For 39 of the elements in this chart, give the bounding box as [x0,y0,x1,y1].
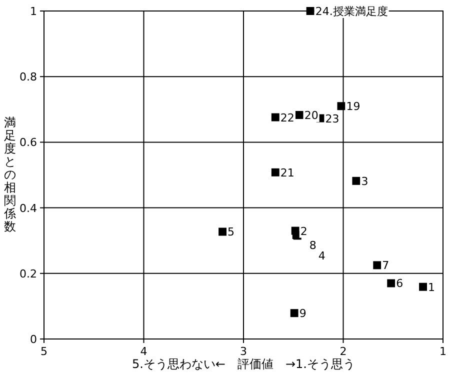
y-tick-label: 0.8 [20,70,37,84]
annotation: 23 [325,112,340,126]
x-tick-label: 4 [140,345,148,358]
point [306,7,314,15]
text: 満足度との相関係数 [4,116,16,234]
x-tick-label: 1 [440,345,446,358]
point [419,282,428,291]
point [218,228,227,236]
annotation: 6 [396,277,404,290]
point [373,261,382,270]
y-tick-label: 1 [30,5,37,18]
annotation: 20 [304,108,318,122]
annotation: 2 [300,224,308,238]
annotation: 7 [382,259,390,272]
annotation: 9 [299,307,306,320]
y-tick-label: 0.2 [20,267,37,280]
point [387,279,396,288]
y-tick-label: 0.4 [20,202,37,215]
annotation: 19 [346,100,360,114]
point [295,110,304,119]
annotation: 21 [280,166,294,180]
point [290,309,298,318]
annotation: 5 [228,226,235,239]
annotation: 8 [309,239,316,252]
y-tick-label: 0.6 [20,136,37,150]
x-axis-title: 5.そう思わない← 評価値 →1.そう思う [132,357,356,371]
x-tick-label: 3 [240,345,247,358]
x-tick-label: 5 [40,345,48,358]
point [352,176,360,185]
annotation: 1 [428,280,436,294]
point [271,168,280,176]
y-tick-label: 0 [30,333,37,346]
annotation: 22 [280,111,294,124]
annotation: 4 [318,250,326,263]
annotation: 24.授業満足度 [315,5,388,18]
x-tick-label: 2 [340,345,347,358]
point [337,102,346,110]
point [271,113,280,122]
annotation: 3 [361,174,368,188]
